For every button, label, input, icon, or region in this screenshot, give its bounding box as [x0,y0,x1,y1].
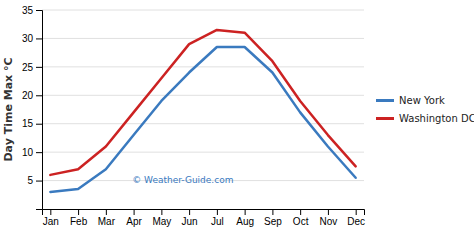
grid-line [42,66,364,67]
legend: New York Washington DC [376,95,474,124]
tick-label: Feb [70,216,88,227]
tick: Mar [98,209,116,227]
tick: 15 [22,118,42,129]
tick-label: Oct [293,216,309,227]
tick-label: 25 [22,62,34,73]
tick-mark [50,209,51,215]
grid-line [42,152,364,153]
annotation: © Weather-Guide.com [132,175,233,185]
tick: Feb [70,209,88,227]
tick-mark [36,181,42,182]
tick-label: Dec [347,216,365,227]
series-line [50,47,355,192]
tick-mark [36,124,42,125]
tick-mark [189,209,190,215]
tick: Aug [236,209,254,227]
y-axis-title: Day Time Max °C [2,57,15,161]
legend-label: New York [399,95,445,106]
tick-mark [36,67,42,68]
tick-label: Mar [98,216,116,227]
axis-domain [43,210,365,216]
legend-label: Washington DC [399,113,474,124]
series-line [50,30,355,175]
tick-label: 20 [22,90,34,101]
tick: Jul [211,209,224,227]
tick-label: 15 [22,118,34,129]
legend-swatch [376,117,394,120]
tick-mark [161,209,162,215]
tick: Apr [126,209,142,227]
x-axis: Jan Feb Mar Apr May Jun Jul Aug Sep Oct Nov Dec [43,209,366,227]
tick-label: 35 [22,5,34,16]
tick-mark [36,95,42,96]
plot: 5 10 15 20 25 30 35 Jan Feb Mar Apr May Jun Jul Aug Sep… [22,5,365,227]
tick-mark [217,209,218,215]
tick: 35 [22,5,42,16]
tick-mark [356,209,357,215]
tick-label: Nov [320,216,338,227]
tick: 10 [22,147,42,158]
tick-label: Jun [182,216,198,227]
tick: 5 [27,175,42,186]
tick-label: Sep [264,216,282,227]
tick-mark [36,152,42,153]
tick-mark [272,209,273,215]
tick: Nov [320,209,338,227]
tick: Jun [182,209,198,227]
marks [50,30,355,192]
grid-line [42,95,364,96]
legend-item: New York [376,95,445,106]
tick-label: Jan [43,216,59,227]
tick: 25 [22,62,42,73]
tick-mark [328,209,329,215]
tick-label: 5 [27,175,33,186]
chart: 5 10 15 20 25 30 35 Jan Feb Mar Apr May Jun Jul Aug Sep… [0,0,474,233]
tick: Jan [43,209,59,227]
grid-line [42,10,364,11]
tick-mark [36,38,42,39]
legend-item: Washington DC [376,113,474,124]
tick: Sep [264,209,282,227]
tick-mark [78,209,79,215]
tick: 30 [22,33,42,44]
tick-label: Aug [236,216,254,227]
tick-label: Jul [211,216,224,227]
tick-mark [300,209,301,215]
tick: 20 [22,90,42,101]
grid-line [42,123,364,124]
tick-mark [36,10,42,11]
tick-label: Apr [126,216,142,227]
tick: Dec [347,209,365,227]
tick-label: 10 [22,147,34,158]
tick-mark [106,209,107,215]
y-axis: 5 10 15 20 25 30 35 [22,5,43,210]
tick-label: May [152,216,171,227]
grid [42,10,364,181]
tick-mark [245,209,246,215]
legend-swatch [376,99,394,102]
tick-label: 30 [22,33,34,44]
tick-mark [134,209,135,215]
tick: May [152,209,171,227]
tick: Oct [293,209,309,227]
axis-domain [36,11,43,210]
